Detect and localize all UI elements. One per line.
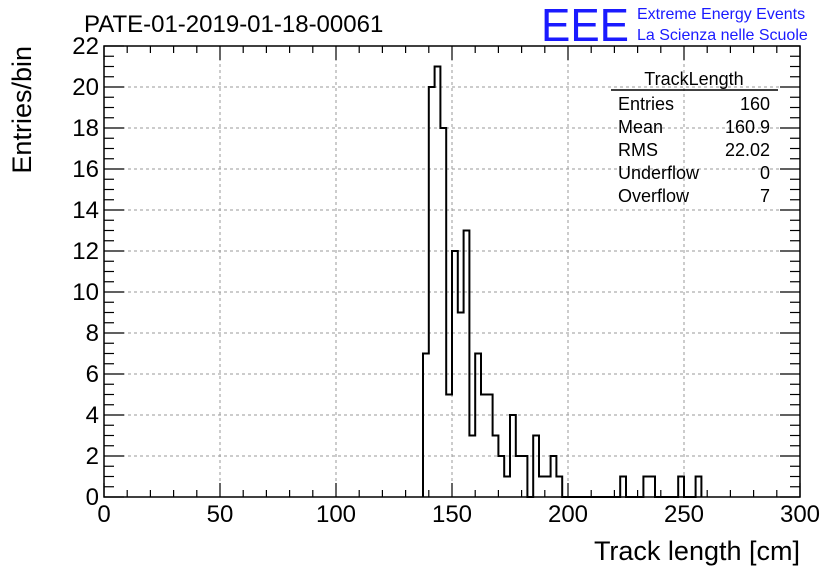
y-tick-label: 10	[72, 279, 99, 306]
histogram-bin	[452, 251, 458, 497]
y-tick-label: 12	[72, 238, 99, 265]
eee-logo: EEE Extreme Energy Events La Scienza nel…	[541, 0, 808, 51]
y-axis-label: Entries/bin	[7, 46, 37, 174]
histogram-bin	[475, 354, 481, 498]
x-tick-label: 100	[316, 501, 356, 528]
histogram-bin	[498, 456, 504, 497]
stats-row-value: 22.02	[725, 140, 770, 160]
y-tick-label: 20	[72, 74, 99, 101]
histogram-bin	[446, 395, 452, 498]
y-tick-label: 0	[86, 484, 99, 511]
stats-row-value: 7	[760, 186, 770, 206]
stats-box: TrackLength Entries 160 Mean 160.9 RMS 22.02 U…	[611, 69, 778, 206]
histogram-bin	[510, 415, 516, 497]
histogram-bin	[539, 477, 545, 498]
y-tick-label: 4	[86, 402, 99, 429]
histogram-bin	[696, 477, 702, 498]
stats-row-value: 0	[760, 163, 770, 183]
stats-row-label: Underflow	[618, 163, 700, 183]
x-axis-label: Track length [cm]	[594, 536, 800, 566]
x-tick-label: 0	[97, 501, 110, 528]
axis-ticks	[103, 45, 801, 498]
histogram-bin	[545, 477, 551, 498]
y-tick-label: 6	[86, 361, 99, 388]
histogram-bin	[649, 477, 655, 498]
stats-row-label: Entries	[618, 94, 674, 114]
histogram-bin	[556, 477, 562, 498]
x-tick-label: 300	[780, 501, 820, 528]
histogram-bin	[620, 477, 626, 498]
stats-row-value: 160	[740, 94, 770, 114]
histogram-bin	[464, 231, 470, 498]
histogram-bin	[516, 456, 522, 497]
x-tick-labels: 0 50 100 150 200 250 300	[97, 501, 820, 528]
stats-row-label: Mean	[618, 117, 663, 137]
y-tick-label: 14	[72, 197, 99, 224]
histogram-bin	[435, 67, 441, 498]
y-tick-label: 2	[86, 443, 99, 470]
histogram-bin	[533, 436, 539, 498]
y-tick-label: 22	[72, 33, 99, 60]
chart-title: PATE-01-2019-01-18-00061	[84, 11, 383, 38]
histogram-bin	[423, 354, 429, 498]
histogram-bin	[493, 436, 499, 498]
y-tick-label: 8	[86, 320, 99, 347]
stats-row-label: RMS	[618, 140, 658, 160]
histogram-bin	[429, 87, 435, 497]
x-tick-label: 200	[548, 501, 588, 528]
histogram-bin	[440, 128, 446, 497]
y-tick-labels: 0 2 4 6 8 10 12 14 16 18 20 22	[72, 33, 99, 511]
x-tick-label: 150	[432, 501, 472, 528]
stats-row-label: Overflow	[618, 186, 690, 206]
logo-line-2: La Scienza nelle Scuole	[637, 27, 808, 44]
stats-rows: Entries 160 Mean 160.9 RMS 22.02 Underflow 0 Ove…	[618, 94, 770, 206]
histogram-bin	[643, 477, 649, 498]
y-tick-label: 16	[72, 156, 99, 183]
x-tick-label: 50	[207, 501, 234, 528]
histogram-bin	[481, 395, 487, 498]
histogram-bin	[487, 395, 493, 498]
histogram-bin	[504, 477, 510, 498]
x-tick-label: 250	[664, 501, 704, 528]
histogram-bin	[458, 313, 464, 498]
logo-mark: EEE	[541, 0, 629, 51]
histogram-bin	[678, 477, 684, 498]
stats-row-value: 160.9	[725, 117, 770, 137]
logo-line-1: Extreme Energy Events	[637, 6, 805, 23]
stats-title: TrackLength	[644, 69, 743, 89]
histogram-bin	[551, 456, 557, 497]
histogram-bin	[522, 456, 528, 497]
histogram-outline	[422, 65, 703, 498]
histogram-bin	[469, 436, 475, 498]
y-tick-label: 18	[72, 115, 99, 142]
